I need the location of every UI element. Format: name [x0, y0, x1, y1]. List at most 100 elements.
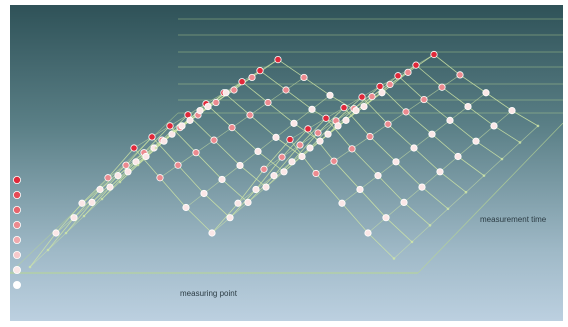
mesh-line	[237, 189, 257, 204]
mesh-line	[47, 232, 67, 251]
mesh-line	[397, 75, 425, 100]
mesh-line	[267, 89, 287, 103]
mesh-node	[290, 119, 298, 127]
mesh-line	[457, 140, 477, 157]
mesh-line	[431, 133, 459, 157]
mesh-vertex	[518, 141, 522, 144]
mesh-node	[156, 174, 164, 182]
mesh-line	[265, 161, 293, 188]
mesh-line	[241, 81, 269, 103]
mesh-line	[423, 99, 451, 121]
mesh-node	[236, 161, 244, 170]
mesh-line	[177, 152, 197, 166]
mesh-line	[447, 191, 467, 210]
mesh-line	[315, 173, 343, 204]
mesh-line	[99, 175, 119, 190]
mesh-node	[186, 116, 194, 124]
mesh-node	[490, 122, 498, 130]
mesh-line	[353, 96, 373, 109]
mesh-node	[334, 122, 342, 130]
mesh-line	[351, 148, 379, 176]
mesh-line	[221, 165, 241, 180]
mesh-line	[65, 202, 93, 234]
mesh-node	[296, 141, 304, 149]
mesh-line	[465, 175, 485, 193]
mesh-line	[285, 77, 305, 91]
mesh-vertex	[500, 157, 504, 161]
legend-level-6-dot	[13, 250, 21, 259]
mesh-line	[203, 179, 223, 194]
mesh-line	[133, 147, 161, 179]
mesh-node	[282, 86, 290, 94]
mesh-line	[395, 161, 423, 188]
mesh-node	[178, 122, 186, 130]
mesh-node	[428, 130, 436, 138]
mesh-line	[359, 175, 379, 190]
mesh-line	[259, 70, 287, 91]
mesh-line	[185, 193, 205, 208]
mesh-vertex	[46, 248, 50, 252]
mesh-line	[255, 156, 283, 190]
base-depth-line	[417, 122, 563, 274]
mesh-line	[143, 125, 171, 153]
mesh-node	[272, 133, 280, 141]
mesh-node	[122, 161, 130, 169]
mesh-line	[407, 54, 435, 73]
mesh-line	[485, 92, 513, 111]
mesh-line	[247, 186, 267, 203]
mesh-line	[381, 72, 409, 94]
mesh-node	[192, 149, 200, 157]
mesh-line	[161, 114, 189, 141]
mesh-line	[413, 147, 441, 173]
mesh-line	[83, 198, 103, 217]
mesh-node	[386, 80, 394, 89]
mesh-node	[446, 116, 454, 124]
mesh-line	[215, 89, 235, 103]
mesh-node	[356, 185, 364, 194]
mesh-node	[196, 107, 204, 115]
mesh-line	[377, 175, 405, 203]
mesh-node	[168, 130, 176, 138]
mesh-line	[335, 96, 363, 122]
mesh-line	[441, 74, 461, 88]
mesh-line	[249, 114, 277, 138]
mesh-node	[78, 199, 86, 207]
mesh-line	[457, 156, 485, 176]
mesh-line	[413, 133, 433, 149]
mesh-node	[454, 152, 462, 161]
mesh-node	[420, 95, 428, 104]
mesh-line	[109, 171, 129, 188]
mesh-node	[300, 73, 308, 82]
mesh-line	[273, 144, 301, 176]
mesh-node	[234, 199, 242, 207]
mesh-node	[464, 102, 472, 111]
mesh-line	[359, 189, 387, 218]
mesh-node	[210, 136, 218, 144]
mesh-line	[449, 120, 477, 142]
mesh-node	[260, 165, 268, 173]
mesh-node	[306, 144, 314, 152]
mesh-line	[91, 186, 111, 203]
mesh-node	[218, 175, 226, 184]
mesh-node	[400, 198, 408, 206]
mesh-node	[96, 185, 104, 194]
mesh-line	[213, 127, 233, 141]
mesh-line	[109, 161, 137, 188]
mesh-line	[433, 54, 461, 76]
mesh-line	[421, 186, 449, 210]
mesh-node	[148, 133, 156, 141]
mesh-node	[244, 198, 252, 206]
mesh-node	[182, 203, 190, 212]
mesh-node	[254, 147, 262, 155]
mesh-line	[341, 189, 361, 204]
mesh-vertex	[172, 129, 176, 133]
mesh-vertex	[100, 197, 104, 201]
mesh-line	[247, 175, 275, 203]
mesh-line	[107, 164, 127, 179]
mesh-node	[256, 67, 264, 75]
mesh-line	[411, 225, 431, 243]
mesh-line	[369, 123, 389, 137]
mesh-node	[132, 158, 140, 166]
mesh-line	[385, 202, 405, 218]
